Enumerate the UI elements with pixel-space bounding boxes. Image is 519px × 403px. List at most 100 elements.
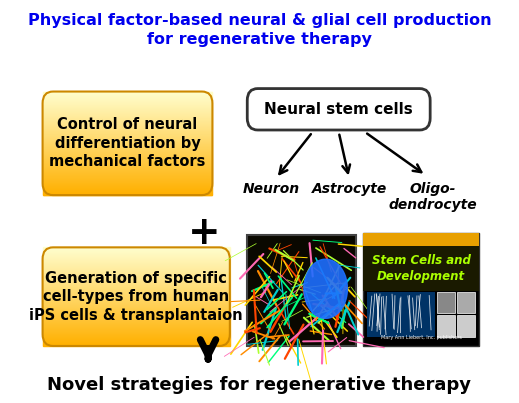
- Bar: [43, 339, 230, 340]
- Bar: [43, 272, 230, 273]
- Bar: [43, 191, 212, 192]
- Bar: [43, 269, 230, 270]
- Bar: [43, 146, 212, 147]
- Bar: [43, 143, 212, 144]
- Bar: [43, 130, 212, 131]
- Bar: [43, 193, 212, 194]
- Bar: [43, 325, 230, 326]
- Bar: [43, 92, 212, 93]
- Bar: [43, 266, 230, 267]
- Bar: [43, 292, 230, 293]
- Bar: [43, 127, 212, 128]
- Text: Physical factor-based neural & glial cell production
for regenerative therapy: Physical factor-based neural & glial cel…: [28, 12, 491, 47]
- Bar: [43, 180, 212, 181]
- Bar: [43, 286, 230, 287]
- Bar: [43, 131, 212, 132]
- Bar: [43, 284, 230, 285]
- Bar: [43, 145, 212, 146]
- Bar: [247, 235, 356, 346]
- Bar: [43, 142, 212, 143]
- Bar: [43, 257, 230, 258]
- Bar: [43, 321, 230, 322]
- Bar: [43, 184, 212, 185]
- Bar: [43, 256, 230, 257]
- Bar: [43, 190, 212, 191]
- Bar: [43, 274, 230, 275]
- Bar: [43, 171, 212, 172]
- Bar: [43, 297, 230, 298]
- Bar: [43, 121, 212, 122]
- Bar: [43, 104, 212, 105]
- Bar: [43, 128, 212, 129]
- Bar: [43, 268, 230, 269]
- Bar: [43, 337, 230, 338]
- Bar: [43, 267, 230, 268]
- Text: Control of neural
differentiation by
mechanical factors: Control of neural differentiation by mec…: [49, 117, 206, 169]
- Polygon shape: [304, 259, 347, 318]
- Bar: [43, 283, 230, 284]
- Bar: [43, 280, 230, 281]
- Bar: [43, 125, 212, 126]
- Bar: [43, 185, 212, 186]
- Bar: [43, 249, 230, 250]
- Bar: [43, 304, 230, 305]
- Bar: [43, 279, 230, 280]
- Bar: [43, 99, 212, 100]
- Bar: [43, 302, 230, 303]
- Bar: [43, 194, 212, 195]
- Bar: [43, 172, 212, 173]
- Bar: [43, 330, 230, 331]
- Bar: [43, 186, 212, 187]
- Bar: [43, 316, 230, 317]
- Bar: [43, 296, 230, 297]
- Bar: [43, 258, 230, 259]
- Bar: [43, 157, 212, 158]
- Bar: [43, 93, 212, 94]
- Bar: [43, 123, 212, 124]
- Bar: [437, 316, 455, 337]
- Bar: [43, 94, 212, 95]
- Bar: [43, 188, 212, 189]
- Bar: [43, 248, 230, 249]
- Bar: [43, 289, 230, 290]
- Bar: [43, 324, 230, 325]
- Bar: [43, 333, 230, 334]
- Bar: [43, 174, 212, 175]
- Bar: [43, 317, 230, 318]
- Bar: [43, 263, 230, 264]
- Bar: [43, 120, 212, 121]
- Bar: [43, 122, 212, 123]
- Bar: [43, 343, 230, 344]
- Bar: [43, 173, 212, 174]
- Bar: [43, 107, 212, 108]
- Bar: [363, 233, 479, 246]
- Bar: [43, 140, 212, 141]
- Bar: [43, 135, 212, 136]
- Bar: [43, 175, 212, 176]
- Bar: [43, 133, 212, 134]
- Bar: [43, 281, 230, 282]
- Bar: [43, 273, 230, 274]
- Bar: [43, 159, 212, 160]
- Bar: [43, 102, 212, 103]
- Bar: [43, 106, 212, 107]
- Bar: [363, 246, 479, 291]
- Bar: [43, 271, 230, 272]
- Bar: [43, 166, 212, 167]
- Bar: [43, 252, 230, 253]
- Bar: [43, 168, 212, 169]
- Bar: [43, 294, 230, 295]
- Bar: [43, 161, 212, 162]
- Bar: [43, 137, 212, 138]
- Bar: [43, 340, 230, 341]
- Bar: [43, 167, 212, 168]
- Bar: [43, 115, 212, 116]
- Bar: [43, 134, 212, 135]
- Bar: [43, 163, 212, 164]
- Bar: [43, 253, 230, 254]
- Bar: [437, 292, 455, 314]
- Bar: [43, 313, 230, 314]
- Bar: [43, 319, 230, 320]
- Bar: [43, 327, 230, 328]
- Bar: [43, 251, 230, 252]
